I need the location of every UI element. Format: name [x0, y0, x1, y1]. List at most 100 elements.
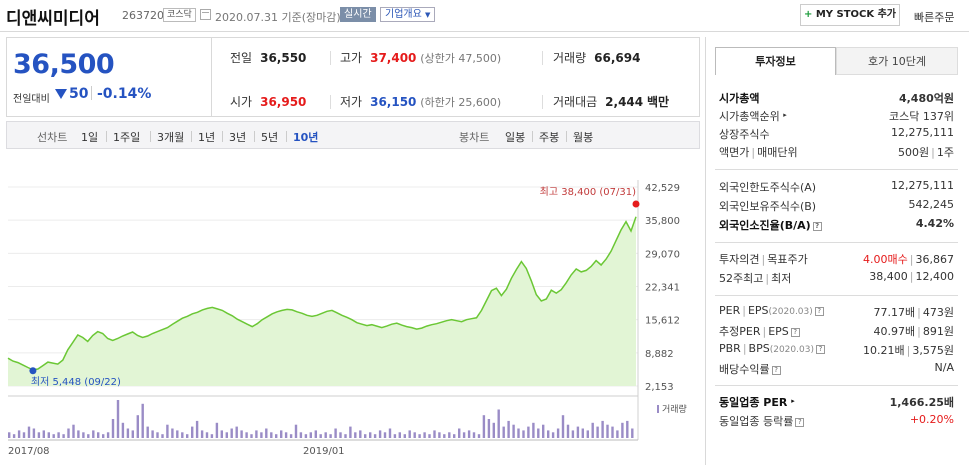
sector-per-value: 1,466.25배 — [889, 396, 954, 409]
face-value-label: 액면가 | 매매단위 — [719, 144, 798, 160]
volume-bar — [492, 422, 495, 438]
volume-bar — [378, 430, 382, 438]
volume-bar — [8, 432, 11, 438]
sector-change-value: +0.20% — [910, 413, 954, 426]
volume-bar — [443, 434, 446, 438]
volume-bar — [245, 432, 248, 438]
volume-bar — [22, 432, 26, 438]
volume-bar — [423, 432, 426, 438]
help-icon[interactable]: ? — [795, 418, 805, 427]
market-cap-row: 시가총액 4,480억원 — [719, 90, 954, 107]
eps-period: (2020.03) — [768, 307, 813, 317]
sector-change-text: 동일업종 등락률 — [719, 415, 794, 428]
bps-period: (2020.03) — [769, 345, 814, 355]
divider: | — [765, 272, 770, 285]
volume-bar — [616, 430, 619, 438]
volume-bar — [324, 432, 327, 438]
pbr: 10.21배 — [863, 344, 905, 357]
help-icon[interactable]: ? — [790, 328, 800, 337]
help-icon[interactable]: ? — [814, 307, 824, 316]
trade-unit: 1주 — [936, 146, 954, 159]
volume-bar — [265, 428, 268, 438]
current-price: 36,500 — [13, 49, 115, 80]
stat-value: 36,550 — [260, 51, 307, 65]
volume-bar — [136, 415, 139, 438]
volume-bar — [166, 424, 169, 438]
volume-bar — [72, 424, 75, 438]
tab-investment-info[interactable]: 투자정보 — [715, 47, 836, 75]
tab-order-book[interactable]: 호가 10단계 — [836, 47, 958, 75]
volume-bar — [191, 426, 194, 438]
stock-header: 디앤씨미디어 263720 코스닥 2020.07.31 기준(장마감) 실시간… — [0, 0, 969, 32]
volume-bar — [631, 428, 634, 438]
realtime-button[interactable]: 실시간 — [340, 7, 376, 22]
tab-1y[interactable]: 1년 — [198, 131, 216, 144]
volume-bar — [571, 430, 575, 438]
sector-per-row: 동일업종 PER ▸ 1,466.25배 — [719, 394, 954, 411]
volume-bar — [388, 428, 392, 438]
volume-bar — [393, 434, 397, 438]
volume-bar — [453, 434, 456, 438]
est-eps: 891원 — [922, 325, 954, 338]
volume-bar — [448, 432, 451, 438]
bps: 3,575원 — [912, 344, 954, 357]
volume-bar — [156, 432, 159, 438]
tab-1d[interactable]: 1일 — [81, 131, 99, 144]
volume-bar — [596, 426, 599, 438]
tab-daily-candle[interactable]: 일봉 — [505, 131, 526, 144]
price-area-fill — [8, 216, 636, 386]
tab-weekly-candle[interactable]: 주봉 — [539, 131, 560, 144]
52w-row: 52주최고 | 최저 38,400 | 12,400 — [719, 270, 954, 287]
y-tick-label: 2,153 — [645, 382, 674, 393]
volume-bar — [280, 430, 283, 438]
market-cap-rank-row: 시가총액순위 ▸ 코스닥 137위 — [719, 108, 954, 125]
help-icon[interactable]: ? — [815, 345, 825, 354]
y-tick-label: 35,800 — [645, 216, 680, 227]
divider — [715, 385, 958, 386]
stat-low: 저가 36,150 (하한가 25,600) — [340, 93, 501, 110]
stat-prev-close: 전일 36,550 — [230, 49, 306, 66]
volume-bar — [428, 434, 431, 438]
tab-monthly-candle[interactable]: 월봉 — [573, 131, 594, 144]
add-my-stock-button[interactable]: + MY STOCK 추가 — [800, 4, 900, 26]
market-cap-rank-label: 시가총액순위 ▸ — [719, 108, 787, 124]
tab-5y[interactable]: 5년 — [261, 131, 279, 144]
volume-bar — [551, 432, 555, 438]
volume-bar — [57, 432, 60, 438]
low-annotation: 최저 5,448 (09/22) — [31, 376, 121, 388]
volume-bar — [92, 430, 95, 438]
tab-3m[interactable]: 3개월 — [157, 131, 185, 144]
price-chart[interactable]: 42,529 35,800 29,070 22,341 15,612 8,882 2,153… — [0, 150, 702, 465]
high-annotation: 최고 38,400 (07/31) — [540, 186, 636, 198]
volume-bar — [383, 432, 387, 438]
help-icon[interactable]: ? — [771, 366, 781, 375]
volume-bar — [275, 434, 278, 438]
help-icon[interactable]: ? — [812, 222, 822, 231]
volume-bar — [462, 432, 466, 438]
current-price-panel: 36,500 전일대비 50 -0.14% — [6, 37, 212, 117]
sector-per-label: 동일업종 PER ▸ — [719, 394, 795, 410]
volume-bar — [289, 434, 293, 438]
volume-bar — [195, 420, 199, 438]
divider: | — [742, 304, 746, 317]
company-overview-dropdown[interactable]: 기업개요 ▼ — [380, 7, 436, 22]
tab-3y[interactable]: 3년 — [229, 131, 247, 144]
divider: | — [761, 253, 766, 266]
volume-bar — [329, 434, 332, 438]
quick-order-link[interactable]: 빠른주문 — [914, 11, 955, 24]
opinion: 4.00매수 — [863, 253, 908, 266]
tab-1w[interactable]: 1주일 — [113, 131, 141, 144]
amount-unit: 백만 — [646, 95, 670, 109]
volume-bar — [260, 432, 263, 438]
volume-bar — [576, 426, 580, 438]
tab-10y[interactable]: 10년 — [293, 131, 319, 144]
52w-high: 38,400 — [869, 270, 908, 283]
volume-bar — [561, 415, 565, 438]
volume-bar — [151, 430, 154, 438]
volume-bar — [97, 432, 100, 438]
pbr-value: 10.21배 | 3,575원 — [863, 342, 954, 358]
pbr-text: PBR — [719, 342, 741, 355]
volume-bar — [304, 434, 308, 438]
volume-bar — [438, 432, 441, 438]
per-value: 77.17배 | 473원 — [874, 304, 954, 320]
